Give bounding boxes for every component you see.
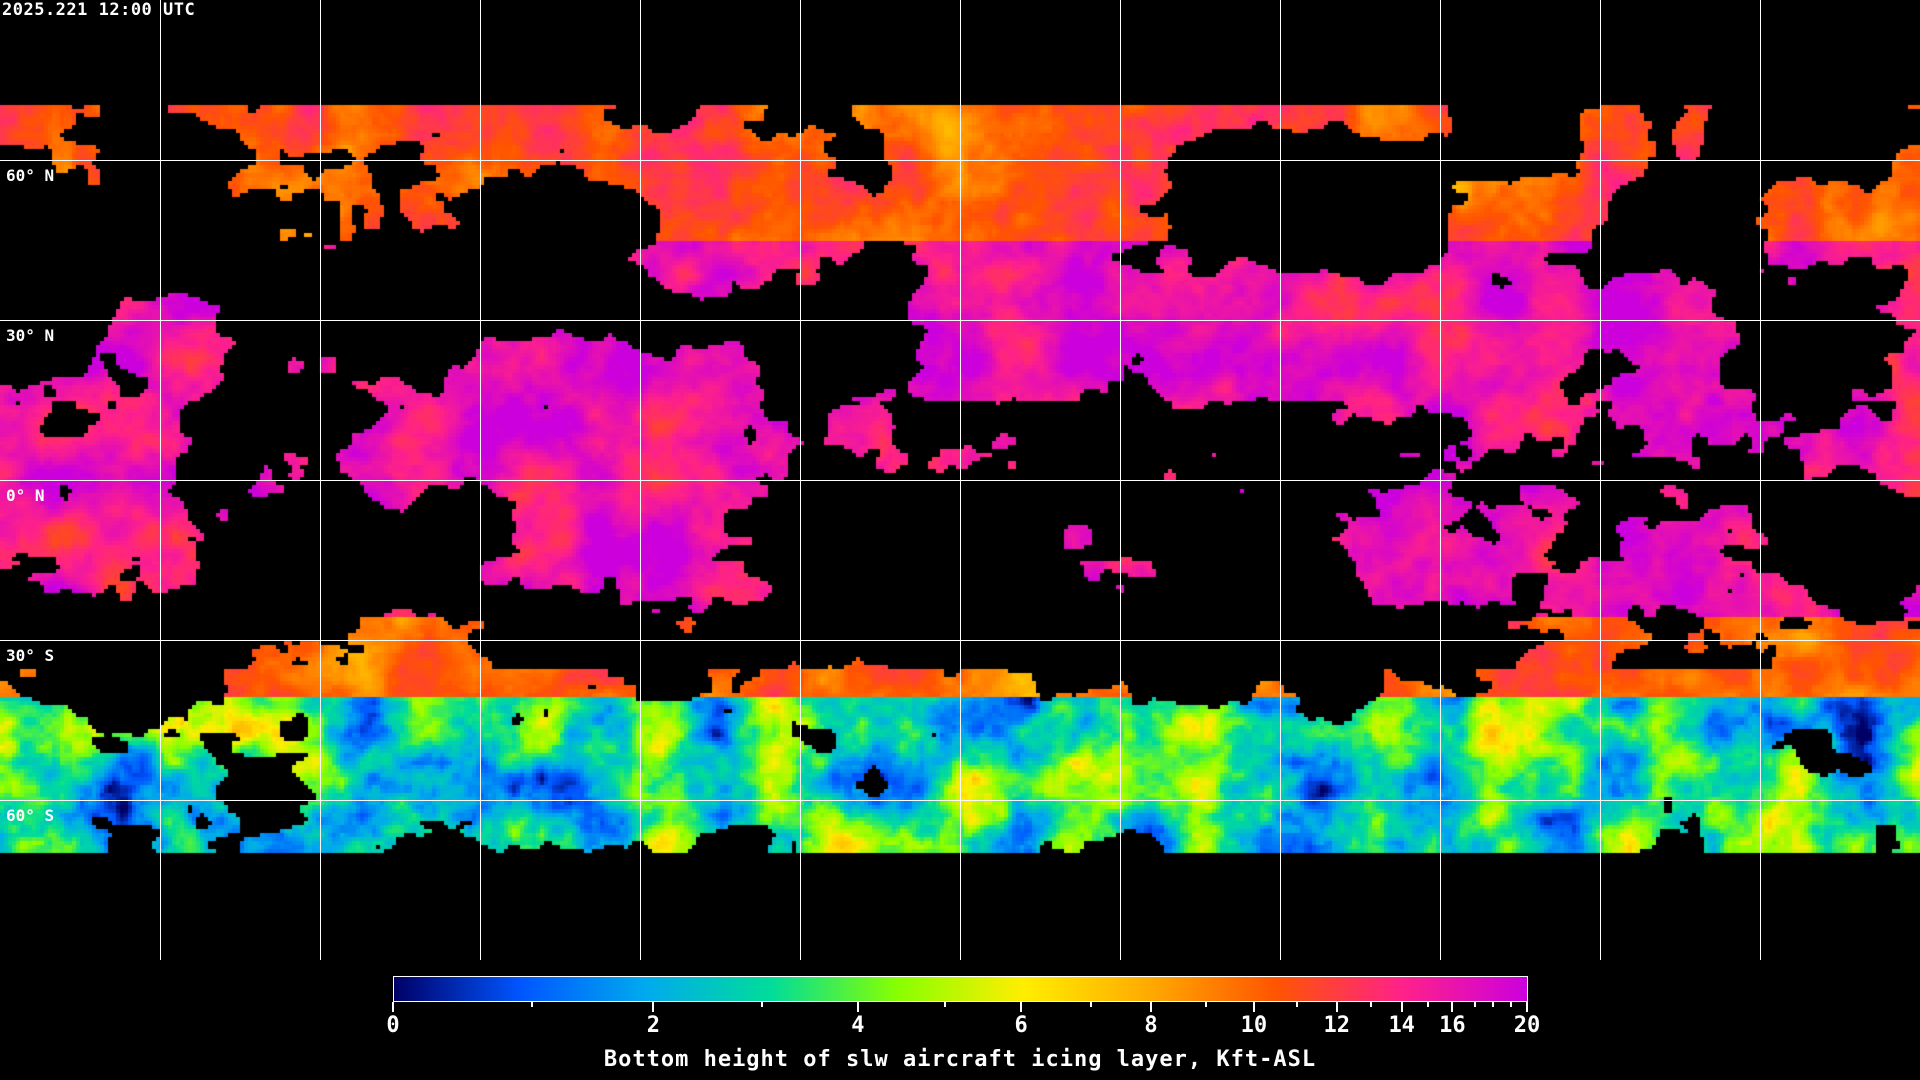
minor-tick [1473,1002,1476,1007]
lat-label-60s: 60° S [6,806,55,825]
parallel-line [0,320,1920,321]
tick-label: 10 [1240,1013,1268,1038]
tick-label: 14 [1388,1013,1415,1038]
minor-tick [1205,1002,1208,1007]
tick-label: 8 [1144,1013,1158,1038]
parallel-line [0,160,1920,161]
minor-tick [1427,1002,1430,1007]
tick-label: 16 [1439,1013,1466,1038]
minor-tick [530,1002,533,1007]
parallel-line [0,640,1920,641]
tick-label: 12 [1323,1013,1350,1038]
tick-label: 2 [646,1013,660,1038]
tick-label: 6 [1014,1013,1028,1038]
tick-label: 20 [1513,1013,1541,1038]
lat-label-0n: 0° N [6,486,45,505]
major-tick [392,1002,394,1012]
timestamp: 2025.221 12:00 UTC [2,0,196,20]
map-panel: 60° N 30° N 0° N 30° S 60° S [0,0,1920,960]
minor-tick [944,1002,947,1007]
minor-tick [761,1002,764,1007]
minor-tick [1491,1002,1494,1007]
lat-label-30n: 30° N [6,326,55,345]
minor-tick [1369,1002,1372,1007]
major-tick [652,1002,655,1012]
major-tick [1451,1002,1454,1012]
colorbar-title: Bottom height of slw aircraft icing laye… [603,1047,1317,1072]
tick-label: 0 [386,1013,400,1038]
major-tick [856,1002,859,1012]
major-tick [1526,1002,1528,1012]
minor-tick [1089,1002,1092,1007]
parallel-line [0,800,1920,801]
major-tick [1149,1002,1152,1012]
parallel-line [0,480,1920,481]
lat-label-30s: 30° S [6,646,55,665]
minor-tick [1295,1002,1298,1007]
major-tick [1020,1002,1023,1012]
minor-tick [1510,1002,1513,1007]
lat-label-60n: 60° N [6,166,55,185]
major-tick [1252,1002,1255,1012]
tick-label: 4 [851,1013,865,1038]
major-tick [1400,1002,1403,1012]
major-tick [1335,1002,1338,1012]
colorbar [393,976,1528,1002]
